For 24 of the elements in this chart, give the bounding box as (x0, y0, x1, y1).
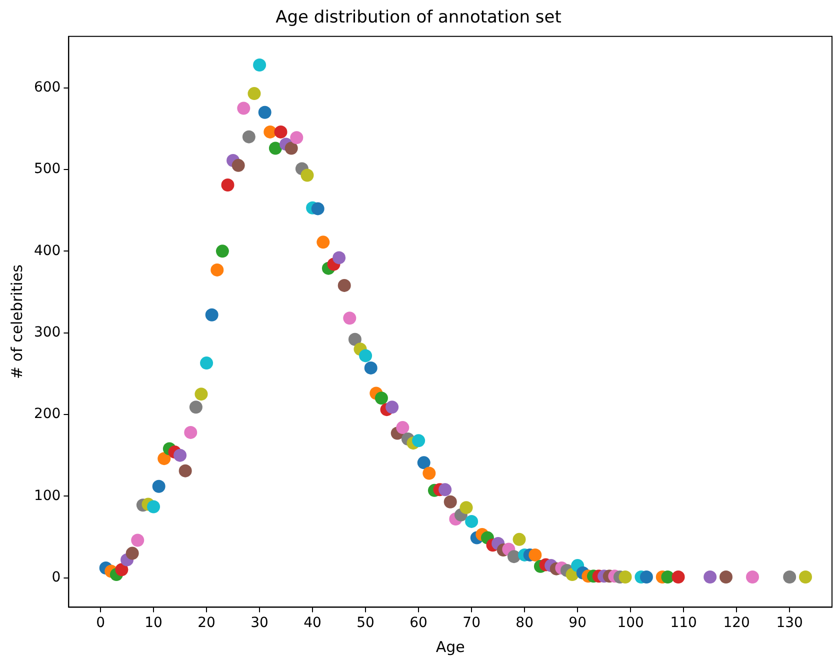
y-tick-label: 400 (34, 242, 61, 259)
y-axis-title: # of celebrities (8, 264, 26, 379)
y-tick-label: 100 (34, 488, 61, 504)
x-axis-title: Age (436, 638, 465, 656)
x-tick-label: 10 (144, 615, 162, 632)
x-tick-label: 110 (670, 615, 697, 632)
y-tick-label: 0 (52, 569, 61, 586)
x-tick-label: 20 (198, 615, 216, 632)
x-tick-label: 70 (462, 615, 480, 632)
x-tick-label: 130 (776, 615, 803, 632)
x-tick-label: 0 (96, 615, 105, 632)
x-tick-label: 40 (304, 615, 322, 632)
x-tick-label: 60 (410, 615, 428, 632)
x-tick-label: 120 (723, 615, 750, 632)
y-tick-label: 200 (34, 406, 61, 422)
x-tick-label: 100 (617, 615, 644, 632)
y-tick-label: 500 (34, 161, 61, 178)
y-tick-label: 300 (34, 324, 61, 340)
x-tick-label: 50 (356, 615, 374, 632)
x-tick-label: 80 (516, 615, 534, 632)
y-tick-label: 600 (34, 79, 61, 96)
x-tick-label: 30 (250, 615, 268, 632)
x-tick-label: 90 (568, 615, 586, 632)
chart-title: Age distribution of annotation set (276, 8, 562, 28)
